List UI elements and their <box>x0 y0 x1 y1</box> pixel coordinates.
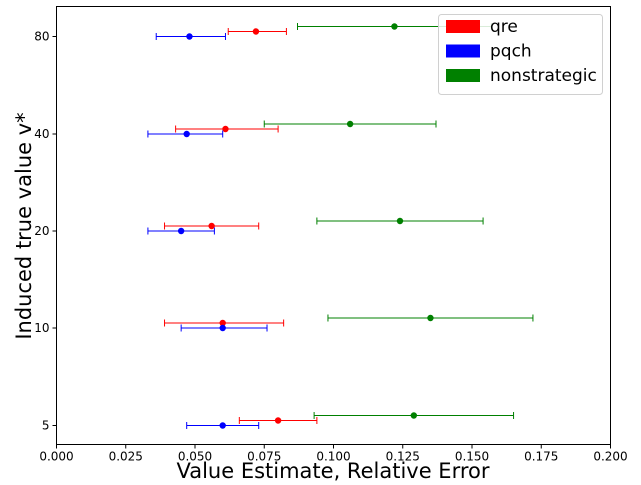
x-tick-label: 0.100 <box>316 450 350 464</box>
legend-label: nonstrategic <box>490 66 597 86</box>
x-tick-label: 0.050 <box>178 450 212 464</box>
x-tick-label: 0.025 <box>109 450 143 464</box>
data-point <box>219 422 226 429</box>
y-tick-label: 10 <box>34 321 49 335</box>
x-tick-label: 0.125 <box>386 450 420 464</box>
data-point <box>219 324 226 332</box>
data-point <box>183 130 190 138</box>
x-axis-title: Value Estimate, Relative Error <box>176 459 489 483</box>
data-point <box>274 417 282 424</box>
data-point <box>186 33 193 40</box>
legend-swatch <box>446 69 480 82</box>
data-point <box>222 125 229 133</box>
legend-label: qre <box>490 17 518 37</box>
y-tick-label: 20 <box>34 224 49 238</box>
legend-label: pqch <box>490 42 532 62</box>
y-axis: 5 10 20 40 80 <box>34 30 57 433</box>
x-tick-label: 0.000 <box>39 450 73 464</box>
data-point <box>219 319 226 327</box>
data-point <box>252 28 260 35</box>
y-tick-label: 40 <box>34 127 49 141</box>
data-point <box>177 227 185 235</box>
legend-swatch <box>446 20 480 33</box>
data-point <box>208 222 215 230</box>
legend-swatch <box>446 44 480 58</box>
data-point <box>396 217 404 225</box>
data-point <box>410 412 418 419</box>
legend: qre pqch nonstrategic <box>438 14 603 95</box>
y-tick-label: 5 <box>42 419 50 433</box>
marks-layer <box>147 23 534 429</box>
x-tick-label: 0.150 <box>455 450 489 464</box>
data-point <box>346 120 354 128</box>
x-axis: 0.000 0.025 0.050 0.075 0.100 0.125 0.150 0.175… <box>39 444 628 464</box>
y-tick-label: 80 <box>34 30 49 44</box>
x-tick-label: 0.075 <box>247 450 281 464</box>
x-tick-label: 0.200 <box>593 450 627 464</box>
data-point <box>391 23 398 30</box>
y-axis-title: Induced true value v* <box>12 112 36 339</box>
data-point <box>427 314 434 322</box>
x-tick-label: 0.175 <box>524 450 558 464</box>
